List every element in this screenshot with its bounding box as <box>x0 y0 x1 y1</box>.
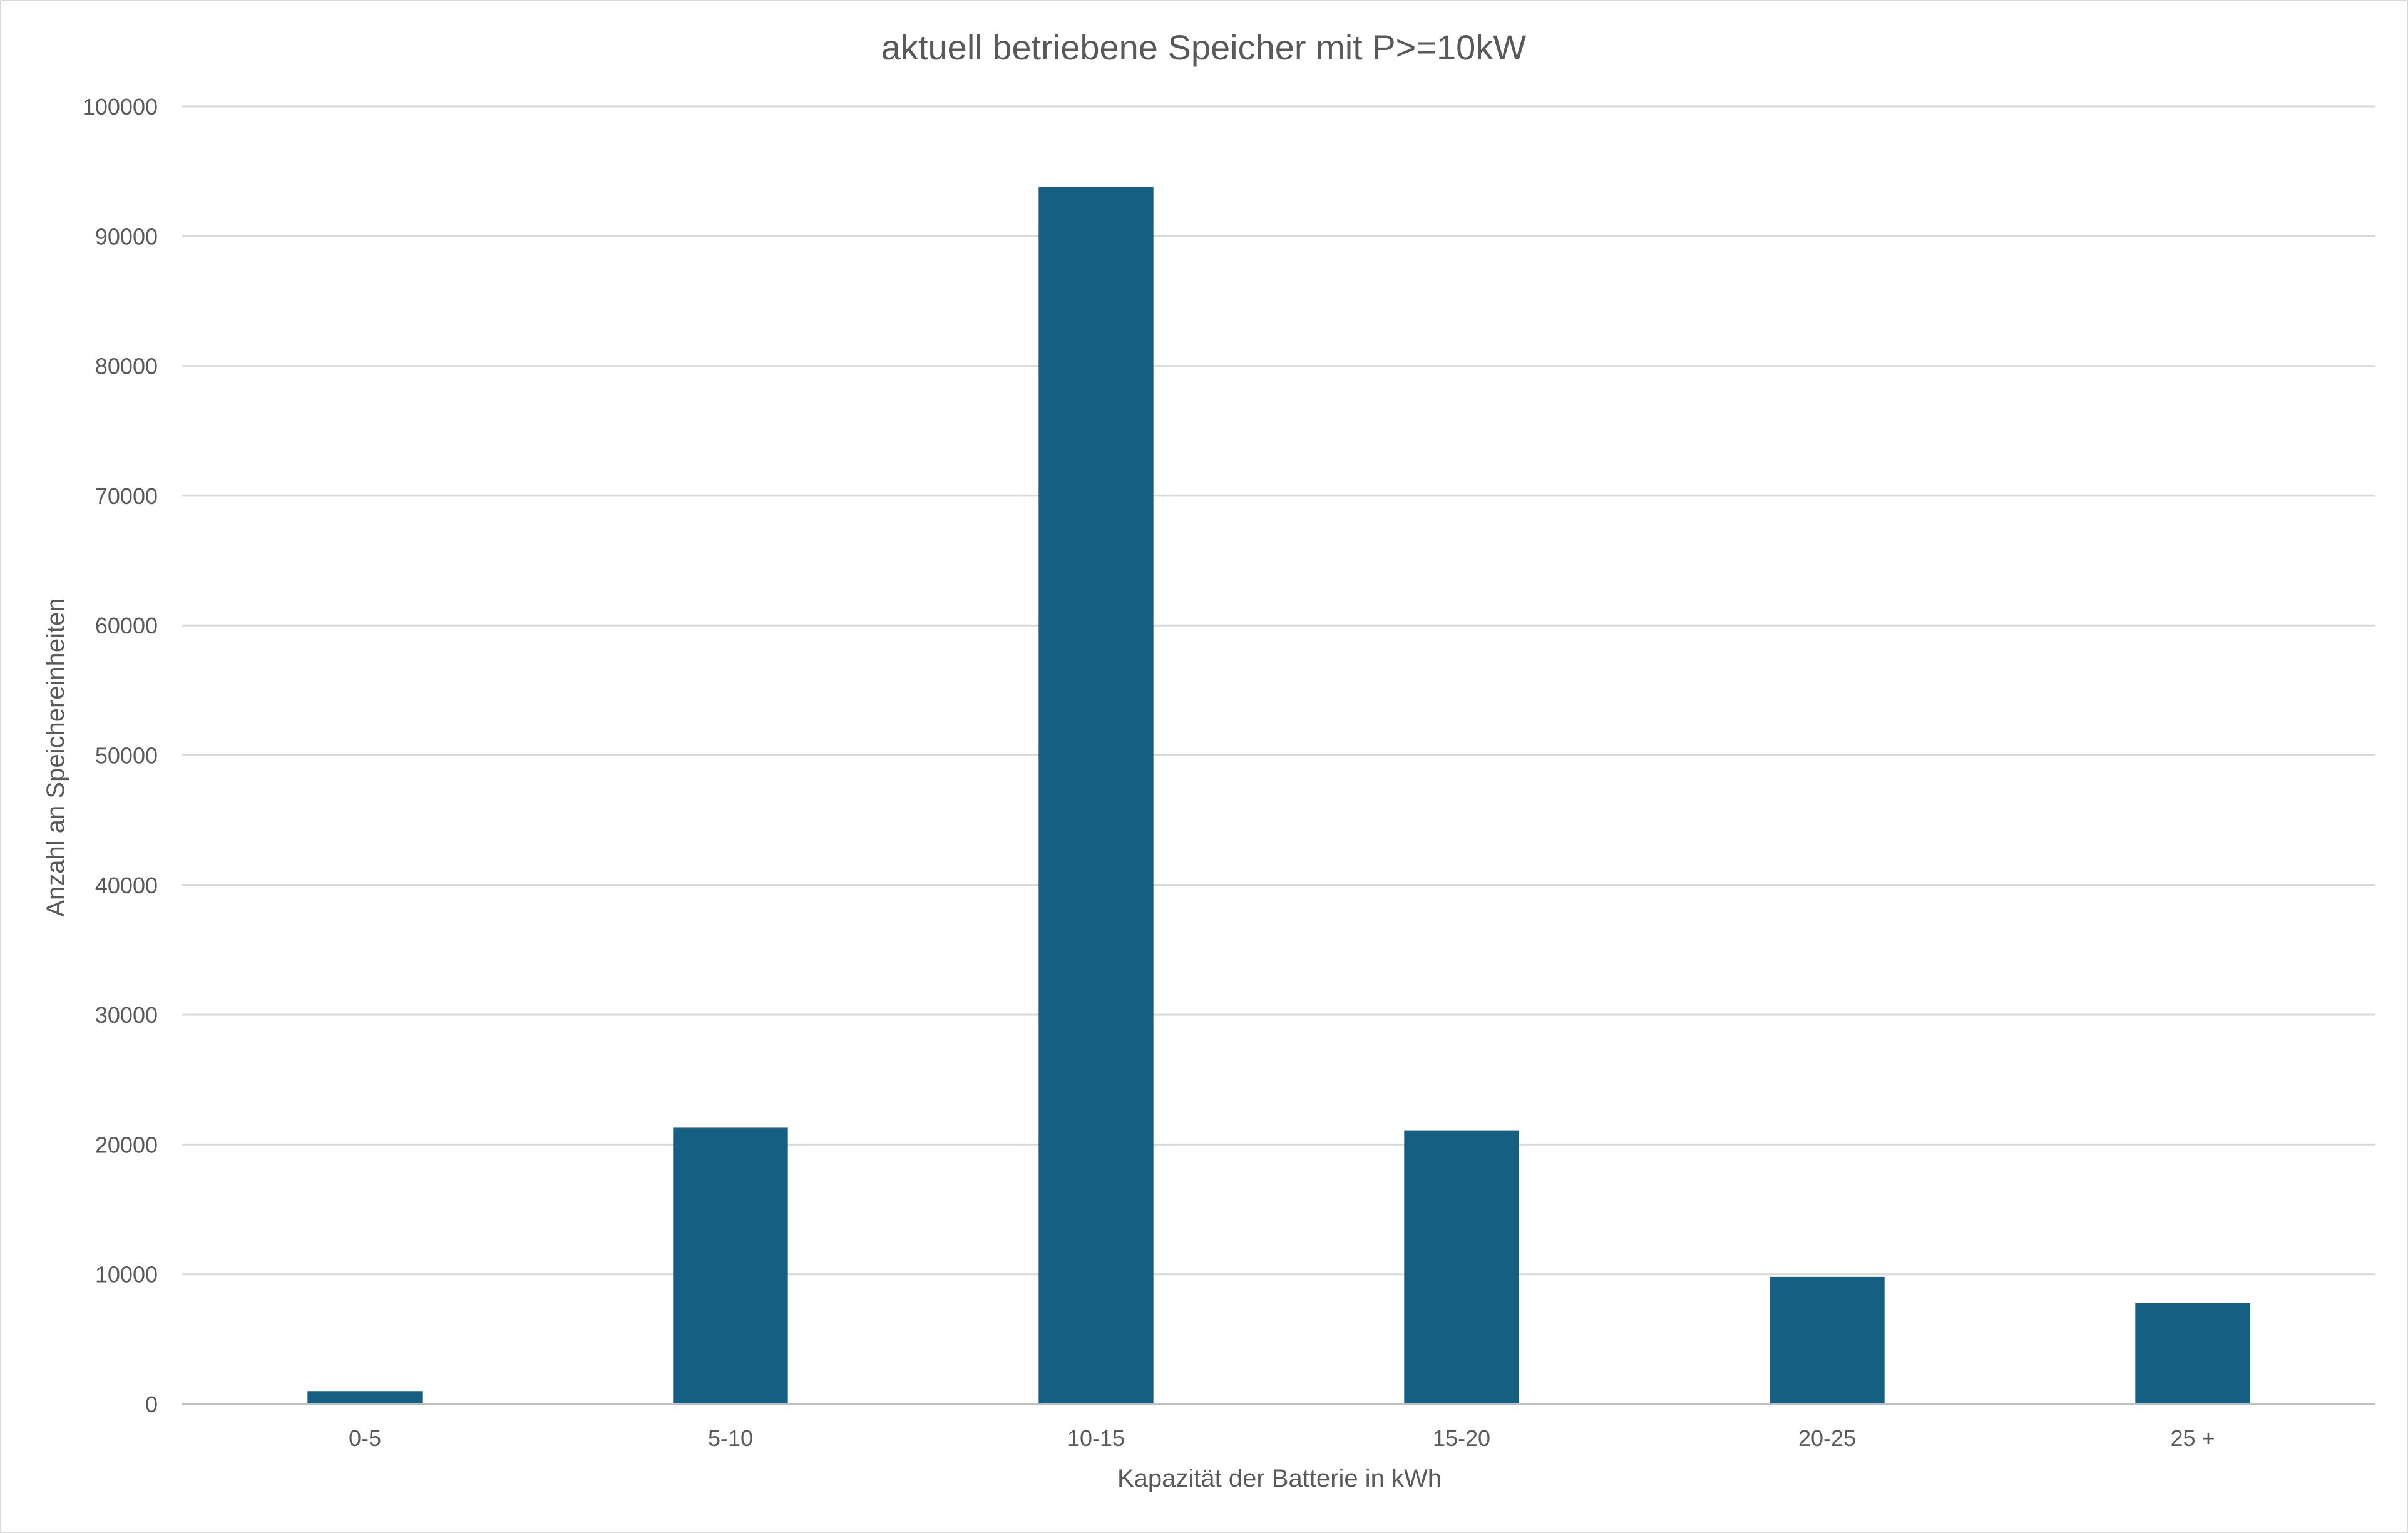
x-tick-label: 20-25 <box>1798 1425 1856 1451</box>
x-axis-ticks: 0-5 5-10 10-15 15-20 20-25 25 + <box>349 1425 2215 1451</box>
y-tick-label: 20000 <box>95 1132 158 1157</box>
y-tick-label: 0 <box>145 1392 158 1417</box>
bar-5-10 <box>673 1127 788 1404</box>
x-tick-label: 10-15 <box>1067 1425 1125 1451</box>
x-axis-label: Kapazität der Batterie in kWh <box>1117 1465 1442 1492</box>
y-axis-ticks: 0 10000 20000 30000 40000 50000 60000 70000 8000… <box>83 94 158 1417</box>
y-tick-label: 50000 <box>95 743 158 769</box>
x-tick-label: 25 + <box>2170 1425 2215 1451</box>
x-tick-label: 0-5 <box>349 1425 381 1451</box>
gridlines <box>182 105 2375 1276</box>
y-tick-label: 10000 <box>95 1262 158 1288</box>
x-tick-label: 15-20 <box>1433 1425 1490 1451</box>
bar-20-25 <box>1770 1276 1885 1404</box>
y-tick-label: 60000 <box>95 613 158 638</box>
bar-0-5 <box>307 1391 423 1404</box>
bar-25 <box>2135 1303 2250 1404</box>
y-tick-label: 80000 <box>95 354 158 379</box>
bars <box>307 187 2250 1404</box>
y-tick-label: 100000 <box>83 94 158 120</box>
y-tick-label: 40000 <box>95 873 158 898</box>
y-tick-label: 70000 <box>95 483 158 509</box>
x-tick-label: 5-10 <box>708 1425 753 1451</box>
y-tick-label: 90000 <box>95 223 158 249</box>
bar-10-15 <box>1038 187 1154 1404</box>
chart-title: aktuell betriebene Speicher mit P>=10kW <box>881 28 1526 67</box>
bar-15-20 <box>1404 1130 1519 1404</box>
y-axis-label: Anzahl an Speichereinheiten <box>42 598 69 916</box>
y-tick-label: 30000 <box>95 1002 158 1028</box>
